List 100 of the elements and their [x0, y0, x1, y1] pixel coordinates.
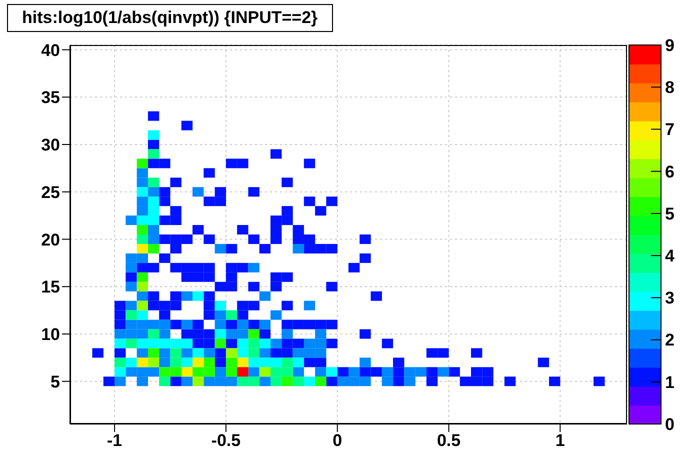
- point: [248, 358, 260, 368]
- point: [136, 158, 148, 168]
- point: [192, 348, 204, 358]
- point: [170, 338, 182, 348]
- point: [214, 329, 226, 339]
- point: [282, 376, 293, 386]
- point: [270, 358, 282, 368]
- color-bar-label: 3: [665, 288, 674, 308]
- point: [181, 338, 193, 348]
- point: [181, 367, 193, 377]
- point: [136, 338, 148, 348]
- point: [204, 358, 215, 368]
- point: [136, 234, 148, 244]
- point: [259, 358, 271, 368]
- point: [170, 358, 182, 368]
- color-bar-label: 1: [665, 372, 674, 392]
- point: [282, 367, 293, 377]
- y-tick-label: 35: [41, 88, 60, 108]
- y-tick-label: 5: [50, 372, 60, 392]
- point: [282, 358, 293, 368]
- point: [237, 348, 248, 358]
- point: [126, 338, 137, 348]
- point: [315, 376, 326, 386]
- point: [126, 310, 137, 320]
- point: [148, 358, 160, 368]
- point: [248, 338, 260, 348]
- point: [136, 310, 148, 320]
- point: [326, 367, 338, 377]
- point: [126, 358, 137, 368]
- point: [148, 206, 160, 216]
- point: [192, 367, 204, 377]
- point: [148, 178, 160, 188]
- point: [259, 338, 271, 348]
- point: [159, 367, 170, 377]
- point: [237, 358, 248, 368]
- point: [136, 358, 148, 368]
- point: [304, 376, 316, 386]
- y-tick-label: 25: [41, 182, 60, 202]
- color-bar-label: 7: [665, 120, 674, 140]
- chart-title: hits:log10(1/abs(qinvpt)) {INPUT==2}: [7, 4, 333, 32]
- point: [248, 329, 260, 339]
- x-tick-label: -1: [106, 431, 122, 450]
- x-tick-label: 0: [332, 431, 342, 450]
- x-tick-label: 0.5: [436, 431, 461, 450]
- point: [136, 300, 148, 310]
- point: [226, 367, 238, 377]
- point: [192, 291, 204, 301]
- color-bar-label: 2: [665, 330, 674, 350]
- point: [192, 376, 204, 386]
- point: [159, 376, 170, 386]
- point: [148, 329, 160, 339]
- color-bar-label: 0: [665, 414, 674, 434]
- y-tick-label: 10: [41, 325, 60, 344]
- point: [226, 358, 238, 368]
- y-tick-label: 40: [41, 40, 60, 60]
- point: [237, 338, 248, 348]
- point: [148, 216, 160, 226]
- point: [226, 348, 238, 358]
- point: [148, 338, 160, 348]
- point: [148, 244, 160, 254]
- point: [136, 244, 148, 254]
- point: [148, 149, 160, 159]
- point: [248, 348, 260, 358]
- point: [204, 367, 215, 377]
- x-tick-label: -0.5: [211, 431, 241, 450]
- point: [259, 367, 271, 377]
- point: [237, 367, 248, 377]
- point: [270, 376, 282, 386]
- point: [270, 367, 282, 377]
- point: [292, 358, 304, 368]
- y-tick-label: 30: [41, 136, 60, 155]
- color-bar-label: 4: [665, 246, 675, 266]
- point: [136, 216, 148, 226]
- point: [170, 367, 182, 377]
- color-bar-label: 5: [665, 204, 674, 224]
- y-tick-label: 15: [41, 278, 60, 297]
- point: [159, 338, 170, 348]
- point: [148, 196, 160, 206]
- y-tick-label: 20: [41, 230, 60, 250]
- point: [114, 358, 126, 368]
- point: [136, 225, 148, 235]
- point: [136, 272, 148, 282]
- x-tick-label: 1: [555, 431, 565, 450]
- point: [148, 348, 160, 358]
- color-bar-label: 8: [665, 78, 674, 98]
- point: [292, 376, 304, 386]
- point: [181, 358, 193, 368]
- point: [114, 338, 126, 348]
- point: [214, 300, 226, 310]
- point: [226, 310, 238, 320]
- point: [114, 367, 126, 377]
- point: [237, 376, 248, 386]
- color-bar-label: 9: [665, 36, 674, 55]
- color-bar-label: 6: [665, 162, 674, 182]
- point: [170, 348, 182, 358]
- point: [192, 358, 204, 368]
- point: [136, 282, 148, 292]
- point: [214, 338, 226, 348]
- point: [136, 187, 148, 197]
- point: [248, 376, 260, 386]
